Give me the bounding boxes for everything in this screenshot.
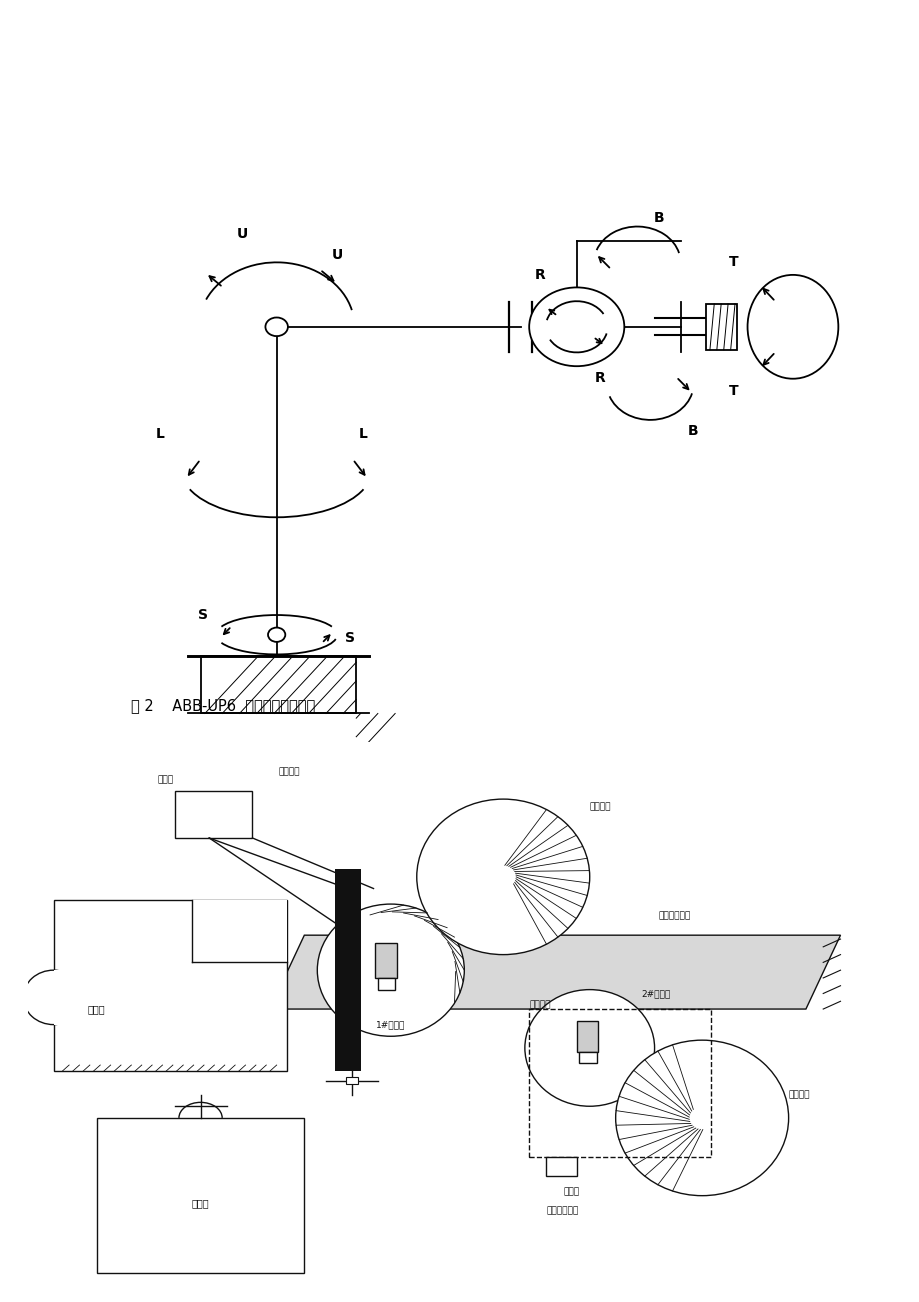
Circle shape: [317, 904, 464, 1036]
Text: L: L: [358, 427, 368, 441]
Text: S: S: [345, 631, 355, 646]
Bar: [96, 1118, 304, 1273]
Bar: [579, 1052, 596, 1064]
Bar: [335, 870, 360, 1072]
Bar: [192, 900, 287, 962]
Text: 玻璃转台: 玻璃转台: [788, 1090, 810, 1099]
Bar: [546, 1156, 576, 1176]
Circle shape: [416, 799, 589, 954]
Circle shape: [23, 970, 84, 1025]
Text: S: S: [198, 608, 208, 621]
Bar: [53, 970, 88, 1025]
Bar: [378, 978, 395, 990]
Circle shape: [528, 288, 624, 366]
Polygon shape: [269, 935, 840, 1009]
Text: 图 2    ABB-UP6  型机器人机构简图: 图 2 ABB-UP6 型机器人机构简图: [131, 698, 315, 713]
Text: 安全围栏: 安全围栏: [528, 1000, 550, 1009]
Bar: [375, 943, 396, 978]
Text: U: U: [331, 249, 343, 262]
Text: 机器人控制柜: 机器人控制柜: [546, 1207, 578, 1216]
Text: L: L: [155, 427, 165, 441]
Text: 玻璃输送轨道: 玻璃输送轨道: [658, 911, 690, 921]
Circle shape: [615, 1040, 788, 1195]
Bar: [53, 900, 287, 1072]
Text: 视觉系统: 视觉系统: [278, 767, 300, 776]
Bar: [576, 1021, 597, 1052]
Text: T: T: [729, 384, 738, 398]
Ellipse shape: [747, 275, 837, 379]
Text: 检测室: 检测室: [191, 1198, 210, 1208]
Text: U: U: [236, 227, 247, 241]
Bar: [346, 1077, 357, 1085]
Text: R: R: [535, 268, 545, 283]
Circle shape: [266, 318, 288, 336]
Text: R: R: [594, 371, 605, 385]
Text: 控制室: 控制室: [88, 1004, 106, 1014]
Text: 安全门: 安全门: [563, 1187, 579, 1197]
Text: B: B: [687, 423, 698, 437]
Text: B: B: [652, 211, 664, 225]
Bar: [175, 792, 252, 838]
Circle shape: [267, 628, 285, 642]
Circle shape: [524, 990, 654, 1107]
Bar: [200, 656, 356, 713]
Text: T: T: [729, 255, 738, 270]
Bar: [528, 1009, 710, 1156]
Text: 1#机器人: 1#机器人: [376, 1019, 405, 1029]
Text: 玻璃转台: 玻璃转台: [589, 802, 610, 811]
Text: 控制柜: 控制柜: [157, 775, 174, 784]
Bar: [706, 303, 736, 350]
Text: 2#机器人: 2#机器人: [641, 990, 670, 999]
